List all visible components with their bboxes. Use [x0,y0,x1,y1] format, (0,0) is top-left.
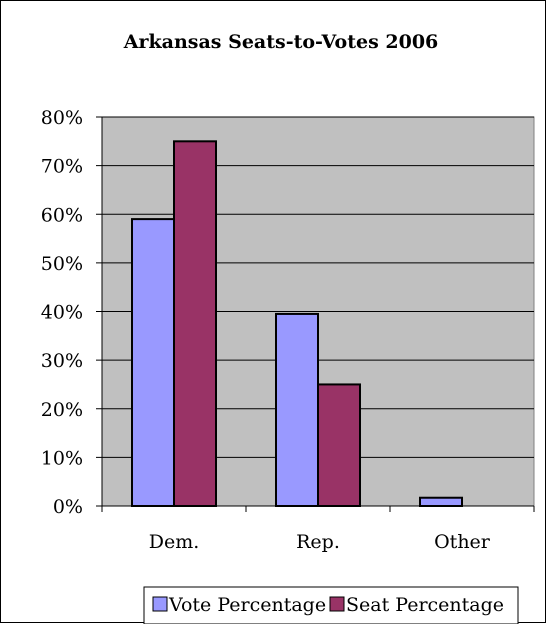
bar-vote-percentage-dem [131,218,175,508]
y-tick-label: 50% [41,253,83,275]
bars [131,140,463,508]
x-tick-label: Dem. [149,531,200,553]
bar-seat-percentage-dem [173,140,217,507]
legend-label-vote: Vote Percentage [168,594,326,616]
y-tick-label: 0% [53,496,83,518]
axes [96,116,535,512]
bar-seat-percentage-rep [317,383,361,507]
y-tick-label: 30% [41,350,83,372]
y-axis-tick-labels: 0% 10% 20% 30% 40% 50% 60% 70% 80% [41,107,83,518]
legend-swatch-vote [152,596,168,612]
y-tick-label: 80% [41,107,83,129]
y-tick-label: 20% [41,399,83,421]
x-tick-label: Rep. [296,531,340,553]
y-tick-label: 70% [41,156,83,178]
bar-vote-percentage-rep [275,312,319,507]
x-axis-tick-labels: Dem. Rep. Other [149,531,491,553]
bar-vote-percentage-other [419,496,463,508]
legend-swatch-seat [329,596,345,612]
x-tick-label: Other [434,531,491,553]
legend-label-seat: Seat Percentage [346,594,504,616]
y-tick-label: 60% [41,204,83,226]
y-tick-label: 10% [41,447,83,469]
y-tick-label: 40% [41,302,83,324]
chart-title: Arkansas Seats-to-Votes 2006 [123,31,439,53]
legend: Vote Percentage Seat Percentage [143,586,519,624]
